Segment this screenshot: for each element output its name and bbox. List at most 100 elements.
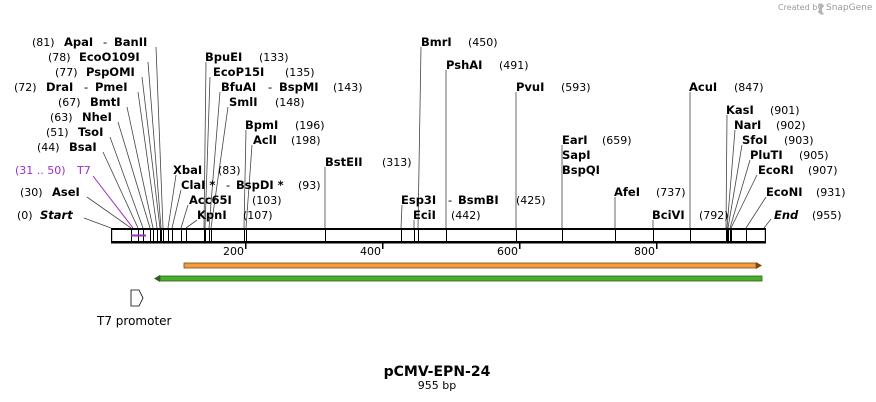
site-acli[interactable]: AclI <box>253 133 277 147</box>
site-acui[interactable]: AcuI <box>689 80 717 94</box>
site-pluti[interactable]: PluTI <box>750 148 783 162</box>
site-tsoi[interactable]: TsoI <box>78 125 103 139</box>
promoter-arrow-icon <box>130 289 144 307</box>
site-bcivi[interactable]: BciVI <box>652 208 685 222</box>
snapgene-logo-icon <box>818 3 824 15</box>
site-econi[interactable]: EcoNI <box>766 185 802 199</box>
site-pos-pluti: (905) <box>799 149 829 162</box>
site-pos-eari: (659) <box>602 134 632 147</box>
site-bfuai[interactable]: BfuAI <box>221 80 256 94</box>
site-pos-bmri: (450) <box>468 36 498 49</box>
site-sapi[interactable]: SapI <box>562 148 591 162</box>
site-pos-bfuai: (143) <box>333 81 363 94</box>
ruler-tick-label: 400 <box>360 245 381 258</box>
site-esp3i[interactable]: Esp3I <box>401 193 436 207</box>
site-pos-smli: (148) <box>275 96 305 109</box>
ruler: 200 400 600 800 <box>223 243 658 258</box>
site-eari[interactable]: EarI <box>562 133 588 147</box>
site-pos-xbai: (83) <box>218 164 241 177</box>
leader-lines <box>83 46 772 229</box>
site-pos-nhei: (63) <box>50 111 73 124</box>
site-pos-kasi: (901) <box>770 104 800 117</box>
site-ecop15i[interactable]: EcoP15I <box>213 65 264 79</box>
site-sep: - <box>103 35 107 49</box>
site-smli[interactable]: SmlI <box>229 95 258 109</box>
map-title: pCMV-EPN-24 <box>384 364 491 380</box>
site-bpuei[interactable]: BpuEI <box>205 50 242 64</box>
site-nari[interactable]: NarI <box>734 118 761 132</box>
site-pos-asei: (30) <box>20 186 43 199</box>
site-sep: - <box>268 80 272 94</box>
site-pos-ecop15i: (135) <box>285 66 315 79</box>
site-t7[interactable]: T7 <box>76 164 91 177</box>
green-feature-arrow[interactable] <box>154 275 763 282</box>
site-bmri[interactable]: BmrI <box>421 35 452 49</box>
site-bspdi[interactable]: BspDI * <box>236 178 284 192</box>
site-pos-pvui: (593) <box>561 81 591 94</box>
site-kpni[interactable]: KpnI <box>197 208 227 222</box>
site-kasi[interactable]: KasI <box>726 103 754 117</box>
site-pspomi[interactable]: PspOMI <box>86 65 135 79</box>
site-pmei[interactable]: PmeI <box>95 80 128 94</box>
site-bpmi[interactable]: BpmI <box>245 118 278 132</box>
site-bsai[interactable]: BsaI <box>69 140 97 154</box>
site-pos-acc65i: (103) <box>252 194 282 207</box>
site-asei[interactable]: AseI <box>52 185 80 199</box>
credit-prefix: Created by <box>778 3 822 12</box>
site-banii[interactable]: BanII <box>114 35 147 49</box>
site-drai[interactable]: DraI <box>46 80 73 94</box>
site-bspqi[interactable]: BspQI <box>562 163 600 177</box>
site-pos-end: (955) <box>812 209 842 222</box>
site-sep: - <box>84 80 88 94</box>
site-afei[interactable]: AfeI <box>614 185 640 199</box>
site-eco0109i[interactable]: EcoO109I <box>79 50 140 64</box>
site-nhei[interactable]: NheI <box>82 110 112 124</box>
site-pos-acli: (198) <box>291 134 321 147</box>
site-start[interactable]: Start <box>40 208 73 222</box>
site-pos-esp3i: (425) <box>516 194 546 207</box>
credit-brand: SnapGene <box>826 3 873 13</box>
site-pos-clai: (93) <box>298 179 321 192</box>
map-length: 955 bp <box>418 379 456 392</box>
site-pos-kpni: (107) <box>243 209 273 222</box>
site-sfoi[interactable]: SfoI <box>742 133 767 147</box>
site-pos-bmti: (67) <box>58 96 81 109</box>
site-end[interactable]: End <box>774 208 799 222</box>
site-pos-ecii: (442) <box>451 209 481 222</box>
sequence-backbone <box>111 228 766 244</box>
ruler-tick-label: 800 <box>634 245 655 258</box>
site-sep: - <box>226 178 230 192</box>
orange-feature-arrow[interactable] <box>183 262 762 269</box>
site-bsmbi[interactable]: BsmBI <box>458 193 499 207</box>
site-pvui[interactable]: PvuI <box>516 80 544 94</box>
site-pos-start: (0) <box>17 209 33 222</box>
site-pos-sfoi: (903) <box>784 134 814 147</box>
site-pos-afei: (737) <box>656 186 686 199</box>
site-pos-pshai: (491) <box>499 59 529 72</box>
site-pshai[interactable]: PshAI <box>446 58 482 72</box>
site-pos-ecori: (907) <box>808 164 838 177</box>
ruler-tick-label: 600 <box>497 245 518 258</box>
site-pos-bcivi: (792) <box>699 209 729 222</box>
site-ecii[interactable]: EciI <box>413 208 436 222</box>
site-acc65i[interactable]: Acc65I <box>189 193 232 207</box>
site-bspmi[interactable]: BspMI <box>279 80 319 94</box>
site-pos-nari: (902) <box>776 119 806 132</box>
t7-promoter-feature[interactable]: T7 promoter <box>96 289 172 328</box>
site-pos-drai: (72) <box>14 81 37 94</box>
site-sep: - <box>448 193 452 207</box>
site-bsteii[interactable]: BstEII <box>325 155 363 169</box>
site-ecori[interactable]: EcoRI <box>758 163 794 177</box>
feature-label-t7-promoter: T7 promoter <box>96 314 172 328</box>
site-pos-apai: (81) <box>32 36 55 49</box>
site-clai[interactable]: ClaI * <box>181 178 215 192</box>
site-bmti[interactable]: BmtI <box>90 95 121 109</box>
site-pos-econi: (931) <box>816 186 846 199</box>
site-pos-bsteii: (313) <box>382 156 412 169</box>
site-xbai[interactable]: XbaI <box>173 163 202 177</box>
site-pos-eco0109i: (78) <box>48 51 71 64</box>
site-pos-bpmi: (196) <box>295 119 325 132</box>
ruler-tick-label: 200 <box>223 245 244 258</box>
site-apai[interactable]: ApaI <box>64 35 93 49</box>
site-pos-bpuei: (133) <box>259 51 289 64</box>
